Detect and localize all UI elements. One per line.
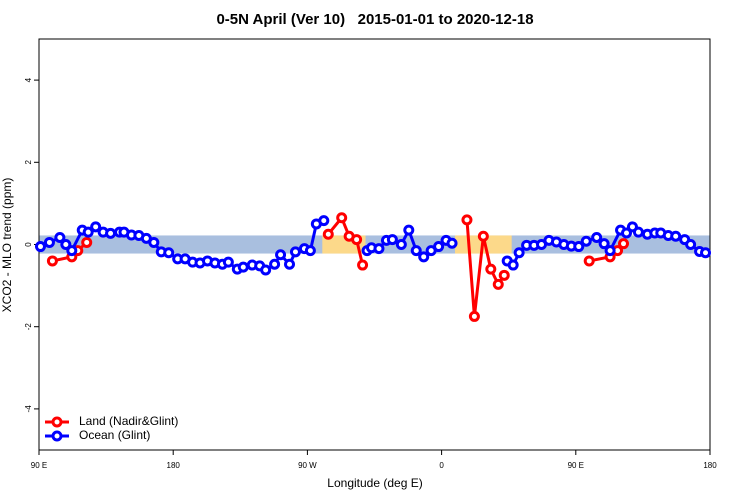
data-point [322,228,334,240]
data-point [485,263,497,275]
legend-label: Land (Nadir&Glint) [79,414,178,428]
data-point [583,255,595,267]
data-point [60,239,72,250]
legend-marker [51,416,63,428]
data-point [418,251,430,263]
data-point [304,245,316,257]
data-point [148,236,160,248]
x-axis-label: Longitude (deg E) [327,476,422,490]
data-point [700,247,712,259]
data-point [685,239,697,250]
data-point [54,232,66,244]
data-point [66,245,78,257]
x-tick-label: 180 [703,461,717,470]
data-point [275,249,287,261]
x-tick-label: 180 [167,461,181,470]
data-point [336,212,348,224]
data-point [403,224,415,236]
y-tick-label: -4 [24,405,33,413]
chart-title: 0-5N April (Ver 10) 2015-01-01 to 2020-1… [216,11,533,28]
data-point [318,215,330,227]
data-point [105,227,117,239]
data-point [222,256,234,268]
data-point [90,221,102,233]
data-point [591,232,603,244]
data-point [260,264,272,276]
data-point [620,227,632,239]
y-tick-label: 4 [24,77,33,82]
data-point [81,236,93,248]
data-point [163,247,175,259]
data-point [433,241,445,253]
x-tick-label: 90 E [31,461,47,470]
y-axis-label: XCO2 - MLO trend (ppm) [0,178,14,313]
data-point [43,236,55,248]
data-point [573,241,585,253]
data-point [351,234,363,246]
data-point [580,235,592,247]
data-point [289,246,301,258]
data-point [670,230,682,242]
data-point [386,234,398,246]
data-point [461,214,473,226]
x-tick-label: 90 W [298,461,317,470]
y-tick-label: 0 [24,242,33,247]
data-point [395,239,407,250]
legend-label: Ocean (Glint) [79,428,150,442]
data-point [410,245,422,257]
data-point [284,258,296,270]
data-point [618,238,630,250]
data-point [477,230,489,242]
data-point [237,261,249,273]
data-point [632,226,644,238]
data-point [82,226,94,238]
data-point [46,255,58,267]
legend-marker [51,430,63,442]
data-point [507,259,519,271]
data-point [357,259,369,271]
data-point [498,269,510,281]
data-point [513,247,525,259]
data-point [468,310,480,322]
data-point [446,237,458,249]
data-point [373,243,385,255]
y-tick-label: -2 [24,323,33,331]
data-point [269,258,281,270]
y-tick-label: 2 [24,160,33,165]
data-point [598,238,610,250]
x-tick-label: 0 [439,461,444,470]
data-point [34,241,46,253]
data-point [492,278,504,290]
data-point [604,245,616,257]
x-tick-label: 90 E [568,461,584,470]
